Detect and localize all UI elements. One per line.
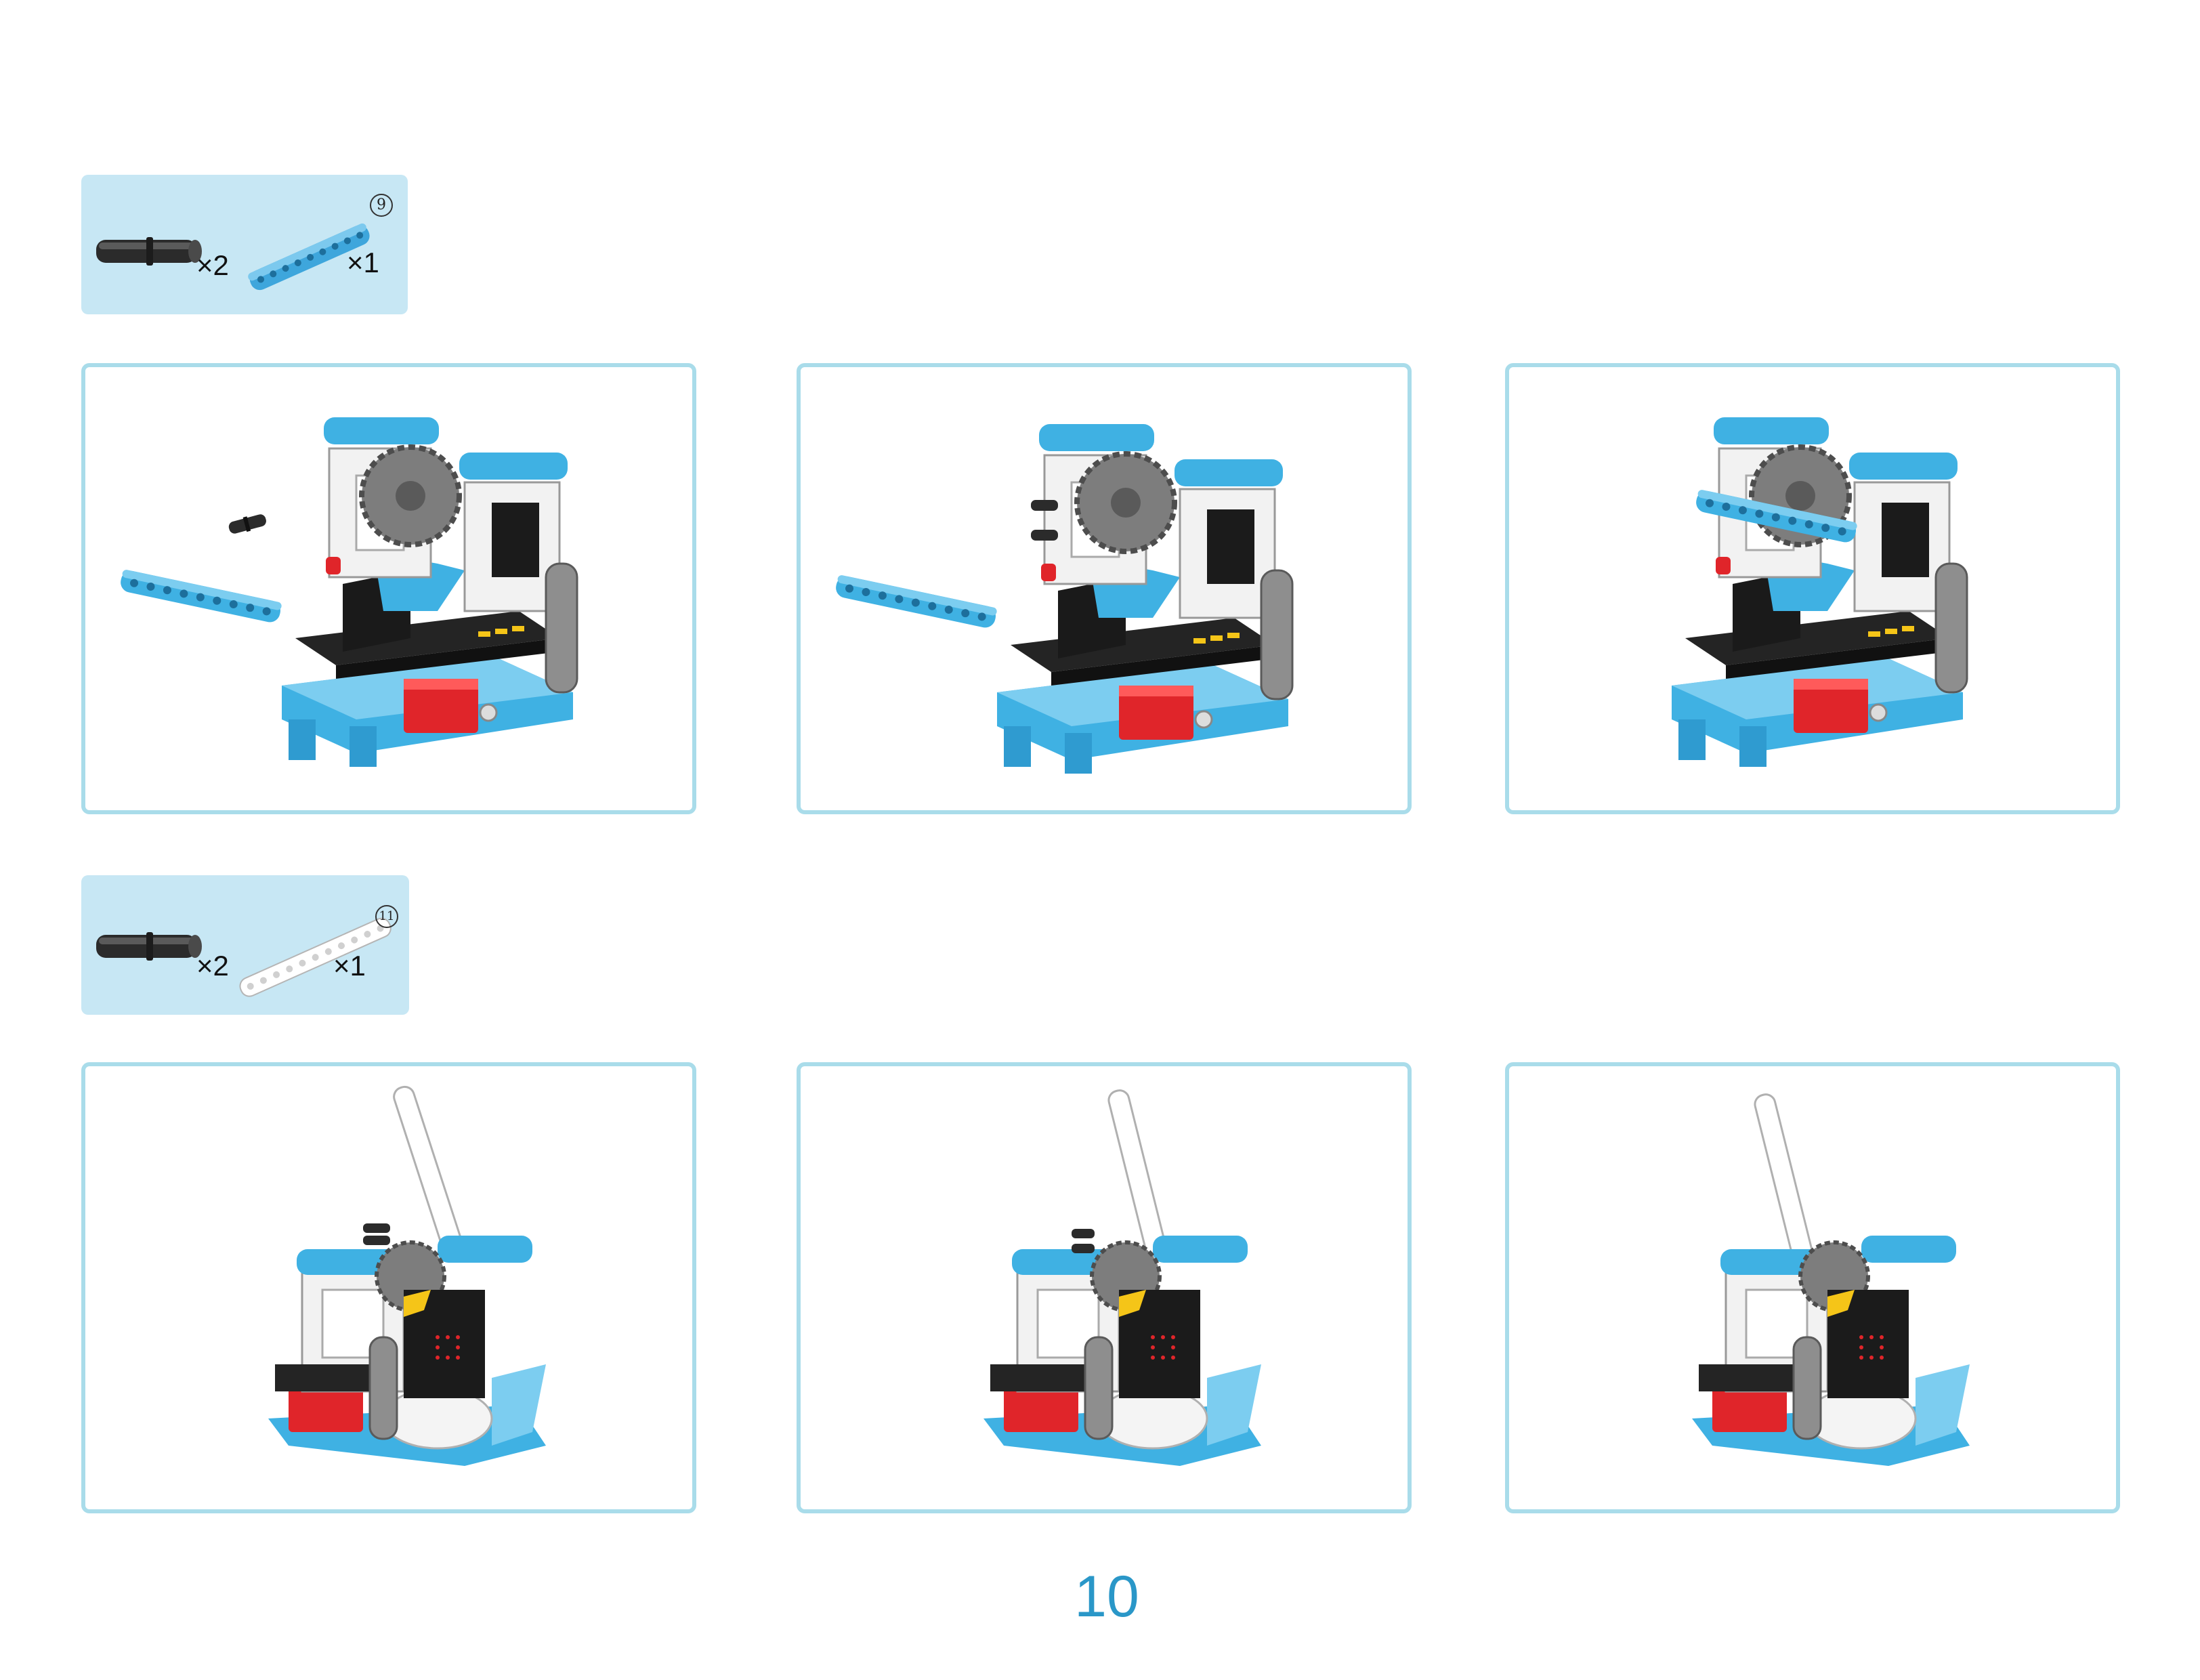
black-pin-icon	[96, 932, 202, 961]
pin-quantity: ×2	[196, 950, 229, 982]
assembly-illustration	[268, 1085, 546, 1466]
assembly-panel-2	[797, 363, 1412, 814]
assembly-panel-6	[1505, 1062, 2120, 1513]
beam-quantity: ×1	[347, 247, 379, 278]
white-beam-icon	[239, 917, 392, 997]
attached-blue-beam	[1696, 490, 1857, 543]
assembly-panel-3	[1505, 363, 2120, 814]
robot-front-view	[1692, 1093, 1970, 1466]
robot-chassis	[282, 417, 578, 767]
parts-list-step-1: ×2 ×1 9	[81, 175, 408, 314]
parts-illustration	[96, 223, 370, 291]
loose-pin	[228, 514, 266, 534]
loose-blue-beam	[121, 570, 282, 623]
assembly-illustration	[836, 424, 1294, 774]
robot-chassis	[997, 424, 1294, 774]
beam-hole-count-badge: 9	[370, 194, 393, 217]
pin-quantity: ×2	[196, 249, 229, 281]
assembly-panel-4	[81, 1062, 696, 1513]
assembly-panel-1	[81, 363, 696, 814]
robot-chassis	[1672, 417, 1968, 767]
assembly-panel-5	[797, 1062, 1412, 1513]
assembly-illustration	[1672, 417, 1968, 767]
robot-front-view	[983, 1089, 1261, 1466]
black-pin-icon	[96, 237, 202, 266]
beam-hole-count-badge: 11	[375, 905, 398, 928]
assembly-illustration	[983, 1089, 1261, 1466]
parts-list-step-2: ×2 ×1 11	[81, 875, 409, 1015]
parts-illustration	[96, 917, 392, 997]
page-number: 10	[1074, 1564, 1139, 1629]
beam-quantity: ×1	[333, 950, 366, 982]
blue-beam-icon	[248, 223, 370, 291]
loose-blue-beam	[836, 575, 997, 628]
assembly-illustration	[121, 417, 578, 767]
assembly-illustration	[1692, 1093, 1970, 1466]
robot-front-view	[268, 1085, 546, 1466]
